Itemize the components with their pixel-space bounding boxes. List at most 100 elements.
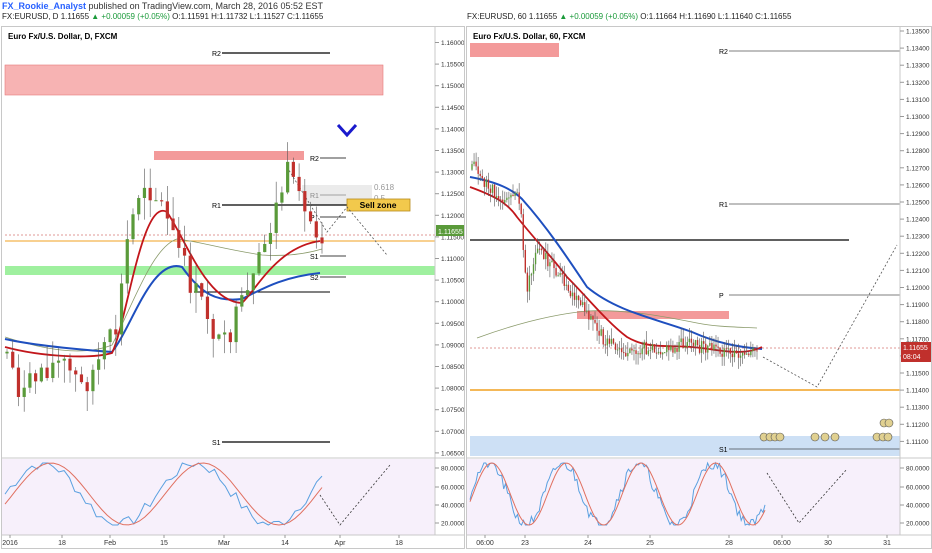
sell-zone-box[interactable] (346, 198, 411, 212)
candle (575, 295, 578, 300)
chevron-down-icon (336, 123, 358, 138)
left-stoch-k (4, 462, 323, 526)
candle (666, 345, 668, 353)
left-symbol[interactable]: FX:EURUSD, D (2, 12, 59, 21)
s1-low-label: S1 (212, 440, 221, 447)
right-ticker-line: FX:EURUSD, 60 1.11655 ▲ +0.00059 (+0.05%… (467, 12, 791, 22)
candle (692, 342, 695, 346)
x-tick-label: 30 (824, 540, 832, 547)
right-y-ticks: 1.13500 1.13400 1.13300 1.13200 1.13100 1.130… (900, 29, 930, 446)
r1a-label: R1 (310, 193, 319, 200)
right-x-ticks: 06:00 23 24 25 28 06:00 30 31 (476, 535, 891, 547)
candle (131, 214, 135, 240)
right-stoch-d (469, 462, 766, 526)
candle (314, 221, 318, 238)
candle (707, 345, 709, 353)
candle (711, 343, 713, 351)
candle (705, 343, 707, 353)
y-tick-label: 1.13300 (906, 63, 930, 70)
candle (614, 343, 617, 350)
y-tick-label: 1.12100 (906, 268, 930, 275)
candle (148, 187, 152, 201)
y-tick-label: 1.07500 (441, 407, 464, 414)
candle (696, 340, 699, 346)
r2-top-label: R2 (212, 51, 221, 58)
candle (682, 338, 684, 348)
candle (565, 284, 568, 286)
r1-label: R1 (212, 203, 221, 210)
left-price-tag-text: 1.11655 (438, 229, 463, 236)
candle (633, 350, 635, 352)
candle (536, 248, 539, 253)
candle (137, 197, 141, 215)
candle (629, 348, 631, 354)
left-osc-ticks: 80.0000 60.0000 40.0000 20.0000 (435, 466, 465, 528)
right-price-tag-time: 08:04 (903, 354, 921, 361)
candle (303, 191, 307, 212)
candle (493, 184, 496, 198)
left-chart[interactable]: R2 R2 R1 R1 P S1 S2 S1 0.618 0.5 Sell zo… (2, 27, 465, 548)
left-high: H:1.11732 (211, 12, 248, 21)
sell-zone-label: Sell zone (360, 200, 397, 210)
candle (606, 338, 609, 346)
candle (545, 253, 547, 260)
right-chart-pane[interactable]: R2 R1 P S1 1.13500 1.13400 1.13300 1.13200 1… (466, 26, 932, 549)
candle (479, 173, 481, 176)
candle (205, 296, 210, 320)
candle (688, 338, 691, 343)
candle (651, 344, 654, 351)
candle (489, 188, 492, 193)
y-tick-label: 1.06500 (441, 450, 464, 457)
author-line: FX_Rookie_Analyst published on TradingVi… (2, 1, 323, 11)
candle (553, 260, 555, 269)
author-name[interactable]: FX_Rookie_Analyst (2, 1, 87, 11)
x-tick-label: 24 (584, 540, 592, 547)
candle (700, 341, 703, 353)
candle (518, 192, 520, 204)
candle (602, 329, 604, 345)
y-tick-label: 1.13400 (906, 46, 930, 53)
candle (635, 350, 637, 354)
candle (79, 374, 84, 383)
ema-slow-line (469, 176, 763, 350)
left-y-ticks: 1.16000 1.15500 1.15000 1.14500 1.14000 1.135… (435, 40, 465, 457)
candle (547, 253, 549, 267)
support-zone-blue (470, 436, 900, 456)
y-tick-label: 1.11500 (441, 234, 464, 241)
candle (750, 351, 752, 356)
candle (528, 275, 531, 292)
right-symbol[interactable]: FX:EURUSD, 60 (467, 12, 527, 21)
osc-tick-label: 80.0000 (906, 466, 930, 473)
candle (555, 268, 557, 276)
candle (240, 295, 244, 307)
candle (473, 161, 475, 165)
candle (641, 348, 643, 355)
candle (263, 243, 267, 253)
candle (245, 290, 250, 296)
left-price-tag (436, 225, 464, 236)
right-chart-title: Euro Fx/U.S. Dollar, 60, FXCM (473, 32, 586, 41)
x-tick-label: 06:00 (476, 540, 494, 547)
candle (731, 353, 734, 358)
candle (709, 343, 711, 346)
candle (11, 351, 15, 368)
candle (586, 310, 588, 312)
candle (557, 275, 559, 277)
candle (563, 274, 565, 286)
candle (672, 345, 674, 353)
right-chart[interactable]: R2 R1 P S1 1.135001.134001.133001.132001… (467, 27, 931, 548)
ema-slow-line (4, 265, 321, 354)
candle (748, 353, 750, 356)
candle (477, 166, 479, 174)
candle (661, 352, 664, 355)
candle (721, 353, 723, 357)
candle (627, 353, 629, 357)
ema-fast-line (469, 186, 763, 353)
left-chart-pane[interactable]: R2 R2 R1 R1 P S1 S2 S1 0.618 0.5 Sell zo… (1, 26, 465, 549)
y-tick-label: 1.12500 (441, 191, 464, 198)
x-tick-label: 31 (883, 540, 891, 547)
resistance-zone (4, 64, 384, 96)
projection-path (286, 166, 388, 256)
candle (596, 322, 598, 331)
y-tick-label: 1.12900 (906, 131, 930, 138)
